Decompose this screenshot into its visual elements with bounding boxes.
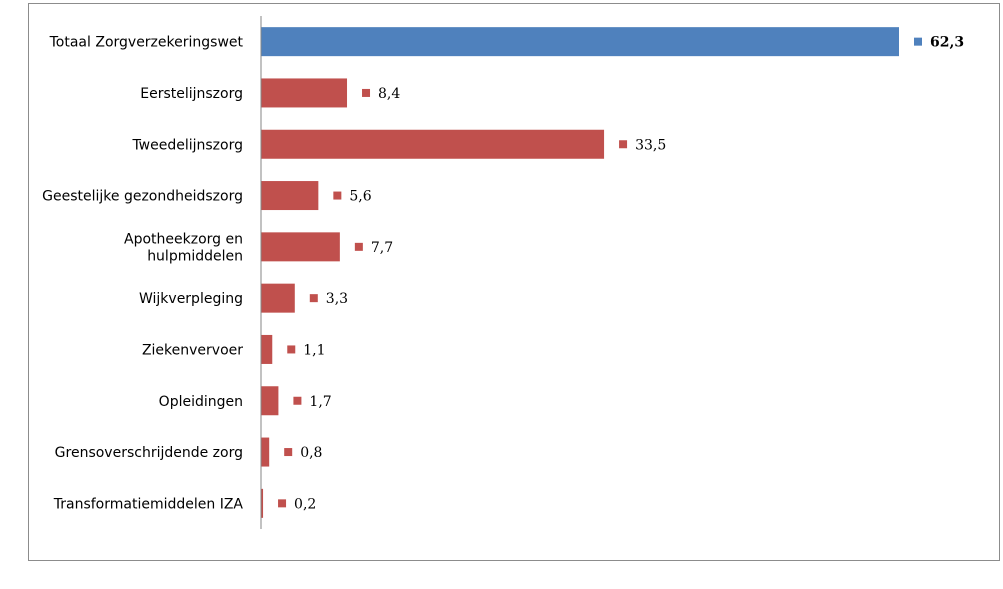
bar-8 (261, 437, 270, 467)
bar-6 (261, 334, 273, 364)
category-label-6: Ziekenvervoer (142, 342, 243, 358)
category-label-line: Apotheekzorg en (124, 231, 243, 247)
value-label-1: 8,4 (378, 86, 400, 102)
category-label-line: Wijkverpleging (139, 291, 243, 307)
value-label-9: 0,2 (294, 496, 316, 512)
value-marker-9 (278, 499, 287, 508)
value-label-8: 0,8 (300, 445, 322, 461)
bar-2 (261, 129, 605, 159)
bar-4 (261, 232, 340, 262)
value-marker-3 (333, 191, 342, 200)
value-marker-4 (354, 242, 363, 251)
category-label-line: Transformatiemiddelen IZA (53, 496, 244, 512)
category-label-8: Grensoverschrijdende zorg (55, 445, 243, 461)
category-label-line: Ziekenvervoer (142, 342, 243, 358)
category-label-line: Opleidingen (159, 394, 243, 410)
category-label-0: Totaal Zorgverzekeringswet (49, 35, 244, 51)
value-label-6: 1,1 (303, 342, 325, 358)
bar-1 (261, 78, 348, 108)
value-marker-7 (293, 396, 302, 405)
category-label-line: Totaal Zorgverzekeringswet (49, 35, 244, 51)
category-label-2: Tweedelijnszorg (131, 137, 243, 153)
category-labels: Totaal Zorgverzekeringswet Eerstelijnszor… (42, 35, 243, 513)
category-label-line: hulpmiddelen (147, 248, 243, 264)
value-label-7: 1,7 (309, 394, 331, 410)
category-label-7: Opleidingen (159, 394, 243, 410)
value-labels: 62,3 8,4 33,5 5,6 7,7 3,3 1,1 1,7 0,8 0,2 (278, 35, 964, 512)
category-label-line: Geestelijke gezondheidszorg (42, 189, 243, 205)
bar-0 (261, 27, 899, 57)
bar-7 (261, 386, 279, 416)
category-label-line: Tweedelijnszorg (131, 137, 243, 153)
bar-9 (261, 488, 264, 518)
value-label-2: 33,5 (635, 137, 666, 153)
value-label-4: 7,7 (371, 240, 393, 256)
category-label-line: Grensoverschrijdende zorg (55, 445, 243, 461)
category-label-4: Apotheekzorg en hulpmiddelen (124, 231, 243, 264)
value-label-5: 3,3 (326, 291, 348, 307)
bar-3 (261, 181, 319, 211)
category-label-9: Transformatiemiddelen IZA (53, 496, 244, 512)
category-label-5: Wijkverpleging (139, 291, 243, 307)
bar-5 (261, 283, 295, 313)
category-label-1: Eerstelijnszorg (140, 86, 243, 102)
bars-layer (261, 27, 899, 518)
category-label-line: Eerstelijnszorg (140, 86, 243, 102)
value-marker-6 (287, 345, 296, 354)
chart-frame (28, 3, 1000, 561)
value-label-3: 5,6 (349, 189, 371, 205)
value-marker-0 (914, 37, 922, 46)
value-marker-1 (362, 88, 371, 97)
value-marker-5 (309, 294, 318, 303)
category-label-3: Geestelijke gezondheidszorg (42, 189, 243, 205)
value-marker-2 (619, 140, 628, 149)
value-label-0: 62,3 (930, 35, 964, 51)
value-marker-8 (284, 448, 293, 457)
